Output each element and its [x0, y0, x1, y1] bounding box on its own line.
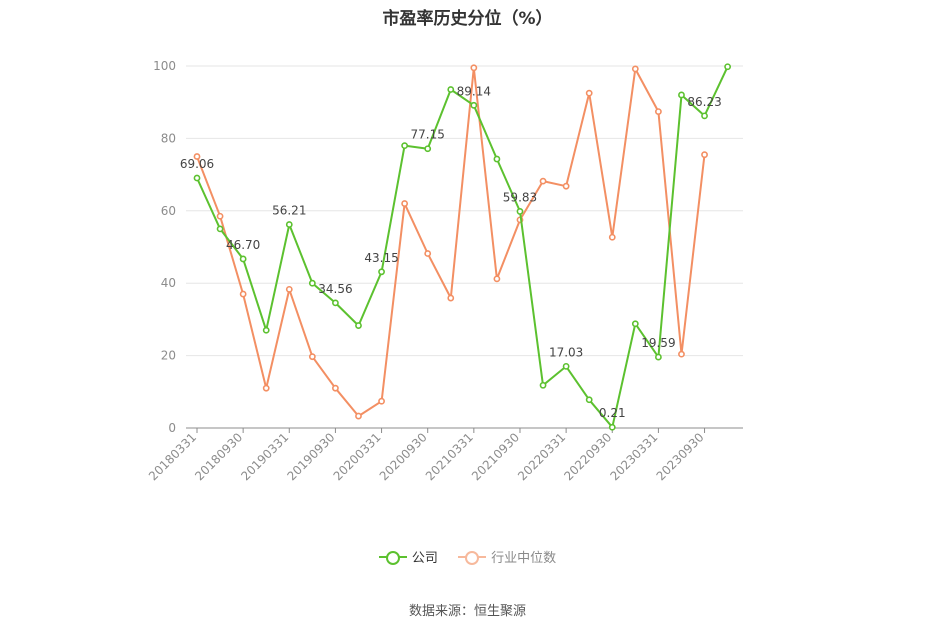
gridlines — [186, 65, 743, 357]
industry-median-data-point — [424, 250, 432, 257]
data-label: 46.70 — [226, 238, 260, 252]
industry-median-data-point — [562, 182, 570, 190]
x-tick-label: 20210930 — [469, 430, 522, 483]
x-tick-label: 20200331 — [331, 430, 384, 483]
y-tick-label: 20 — [161, 349, 176, 363]
industry-median-data-point — [193, 153, 201, 160]
company-data-point — [401, 142, 409, 150]
company-data-point — [447, 86, 455, 93]
company-data-point — [655, 353, 662, 361]
data-label: 0.21 — [599, 406, 626, 420]
company-data-point — [470, 101, 478, 109]
industry-median-data-point — [401, 200, 409, 207]
x-tick-label: 20230331 — [607, 430, 660, 483]
company-data-point — [239, 255, 247, 263]
legend-label-company: 公司 — [411, 551, 438, 566]
x-tick-label: 20200930 — [377, 430, 430, 483]
data-label: 89.14 — [457, 84, 491, 98]
x-tick-label: 20210331 — [423, 430, 476, 483]
legend-line-icon — [458, 550, 487, 565]
x-tick-label: 20190331 — [238, 430, 291, 483]
data-label: 19.59 — [641, 336, 675, 350]
x-tick-label: 20180930 — [192, 430, 245, 483]
company-data-point — [216, 225, 224, 233]
data-label: 59.83 — [503, 190, 537, 204]
x-tick-label: 20220331 — [515, 430, 568, 483]
company-data-point — [631, 320, 639, 328]
company-data-point — [516, 208, 524, 215]
industry-median-data-point — [655, 108, 662, 116]
y-tick-label: 60 — [161, 204, 176, 218]
y-tick-label: 40 — [161, 276, 176, 290]
industry-median-data-point — [262, 384, 270, 392]
company-data-point — [724, 63, 732, 71]
data-label: 56.21 — [272, 204, 306, 218]
company-data-point — [493, 155, 501, 163]
company-series-line — [196, 66, 729, 429]
company-data-point — [193, 174, 201, 182]
industry-median-data-point — [493, 275, 501, 283]
industry-median-data-point — [608, 233, 616, 241]
industry-median-data-point — [701, 151, 708, 159]
data-label: 69.06 — [180, 157, 214, 171]
company-data-point — [285, 221, 293, 228]
data-label: 43.15 — [364, 251, 398, 265]
company-data-point — [424, 145, 432, 153]
y-tick-label: 80 — [161, 131, 176, 145]
industry-median-data-point — [470, 64, 478, 72]
industry-median-data-point — [378, 397, 385, 405]
x-tick-label: 20220930 — [561, 430, 614, 483]
industry-median-data-point — [678, 350, 685, 358]
chart-title: 市盈率历史分位（%） — [382, 9, 553, 29]
industry-median-data-point — [216, 212, 224, 220]
legend-item-company[interactable]: 公司 — [378, 547, 438, 566]
x-tick-label: 20180331 — [146, 430, 199, 483]
company-data-point — [262, 326, 270, 334]
data-label: 17.03 — [549, 345, 583, 359]
industry-median-data-point — [631, 65, 639, 73]
y-tick-label: 100 — [153, 59, 176, 73]
company-data-point — [678, 91, 685, 99]
data-labels: 69.06 46.70 56.21 34.56 43.15 77.15 89.14 59.83… — [180, 84, 722, 420]
industry-median-data-point — [447, 294, 455, 302]
company-data-point — [355, 322, 362, 329]
industry-median-data-point — [585, 89, 593, 97]
legend-line-icon — [378, 550, 407, 565]
industry-median-data-point — [355, 412, 362, 420]
industry-median-data-point — [308, 353, 316, 361]
company-data-point — [701, 112, 708, 120]
data-label: 86.23 — [687, 95, 721, 109]
legend: 公司 行业中位数 — [0, 547, 935, 568]
company-data-point — [378, 268, 385, 276]
industry-median-data-point — [285, 285, 293, 293]
industry-median-series-line — [196, 66, 706, 418]
company-data-point — [308, 279, 316, 287]
x-tick-label: 20190930 — [284, 430, 337, 483]
company-data-point — [585, 396, 593, 404]
data-label: 34.56 — [318, 282, 352, 296]
industry-median-data-point — [239, 290, 247, 298]
x-tick-label: 20230930 — [654, 430, 707, 483]
series-lines — [193, 63, 732, 431]
data-label: 77.15 — [411, 128, 445, 142]
company-data-point — [608, 423, 616, 431]
y-tick-label: 0 — [168, 421, 176, 435]
source-note: 数据来源：恒生聚源 — [408, 604, 526, 619]
industry-median-data-point — [332, 384, 339, 392]
industry-median-data-point — [539, 177, 547, 185]
legend-item-industry-median[interactable]: 行业中位数 — [458, 547, 556, 566]
legend-label-industry-median: 行业中位数 — [491, 551, 557, 566]
company-data-point — [562, 362, 570, 370]
company-data-point — [539, 381, 547, 389]
company-data-point — [332, 299, 339, 307]
